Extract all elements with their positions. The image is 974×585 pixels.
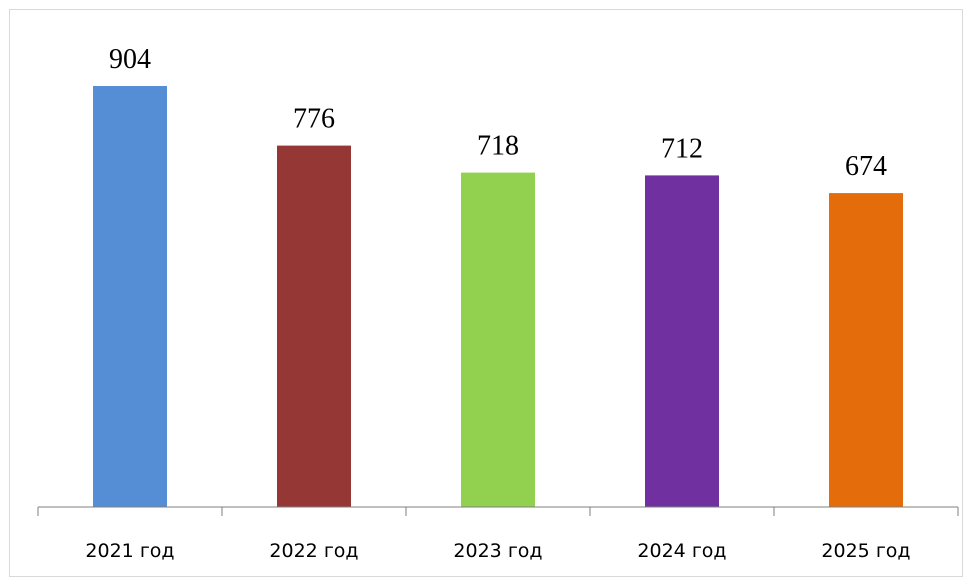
data-label-1: 904 xyxy=(109,44,151,75)
data-label-5: 674 xyxy=(845,151,887,182)
bar-5 xyxy=(829,193,903,507)
category-labels-group: 2021 год 2022 год 2023 год 2024 год 2025 год xyxy=(85,540,910,562)
bar-1 xyxy=(93,86,167,507)
category-label-3: 2023 год xyxy=(453,540,542,562)
data-label-4: 712 xyxy=(661,133,703,164)
category-label-5: 2025 год xyxy=(821,540,910,562)
bar-4 xyxy=(645,175,719,507)
data-label-3: 718 xyxy=(477,131,519,162)
value-labels-group: 904 776 718 712 674 xyxy=(109,44,887,182)
category-label-4: 2024 год xyxy=(637,540,726,562)
category-label-1: 2021 год xyxy=(85,540,174,562)
x-axis-ticks-group xyxy=(38,507,958,516)
bar-3 xyxy=(461,173,535,507)
data-label-2: 776 xyxy=(293,104,335,135)
category-label-2: 2022 год xyxy=(269,540,358,562)
bar-2 xyxy=(277,146,351,507)
